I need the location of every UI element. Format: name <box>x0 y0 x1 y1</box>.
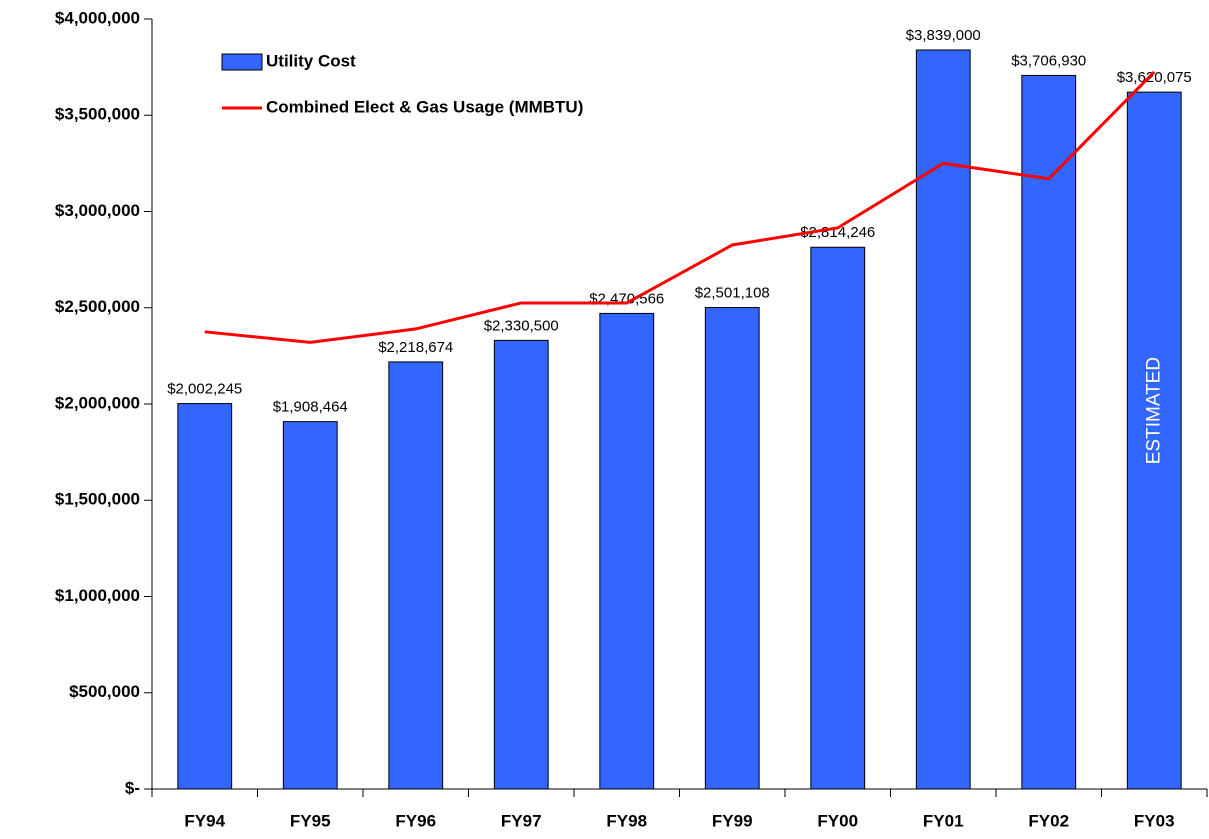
bar <box>282 421 338 790</box>
value-label: $3,620,075 <box>1117 69 1192 86</box>
line <box>204 70 1156 344</box>
y-tick-label: $3,000,000 <box>55 201 140 220</box>
bar <box>704 307 760 790</box>
y-tick-label: $1,000,000 <box>55 586 140 605</box>
x-tick-label: FY01 <box>923 811 964 830</box>
x-tick-label: FY95 <box>290 811 331 830</box>
value-label: $2,330,500 <box>484 317 559 334</box>
bar <box>1126 91 1182 790</box>
y-tick-label: $2,000,000 <box>55 393 140 412</box>
y-tick-label: $2,500,000 <box>55 297 140 316</box>
value-label: $3,706,930 <box>1011 52 1086 69</box>
x-tick-label: FY94 <box>184 811 225 830</box>
value-label: $2,501,108 <box>695 285 770 302</box>
bar <box>599 312 655 790</box>
bar <box>388 361 444 790</box>
annotation: ESTIMATED <box>1143 357 1164 464</box>
bar <box>810 246 866 790</box>
x-tick-label: FY99 <box>712 811 753 830</box>
legend-label: Utility Cost <box>266 51 356 70</box>
value-label: $3,839,000 <box>906 27 981 44</box>
legend-swatch <box>221 53 263 71</box>
legend-label: Combined Elect & Gas Usage (MMBTU) <box>266 97 583 116</box>
bar <box>177 403 233 790</box>
value-label: $2,814,246 <box>800 224 875 241</box>
x-tick-label: FY98 <box>606 811 647 830</box>
y-tick-label: $500,000 <box>69 682 140 701</box>
y-tick-label: $3,500,000 <box>55 105 140 124</box>
x-tick-label: FY96 <box>395 811 436 830</box>
value-label: $2,002,245 <box>167 381 242 398</box>
value-label: $2,218,674 <box>378 339 453 356</box>
bar <box>493 339 549 790</box>
y-tick-label: $- <box>125 778 140 797</box>
y-tick-label: $1,500,000 <box>55 490 140 509</box>
value-label: $2,470,566 <box>589 290 664 307</box>
bar <box>1021 74 1077 790</box>
x-tick-label: FY02 <box>1028 811 1069 830</box>
y-tick-label: $4,000,000 <box>55 8 140 27</box>
bar <box>915 49 971 790</box>
x-tick-label: FY97 <box>501 811 542 830</box>
x-tick-label: FY00 <box>817 811 858 830</box>
value-label: $1,908,464 <box>273 399 348 416</box>
x-tick-label: FY03 <box>1134 811 1175 830</box>
